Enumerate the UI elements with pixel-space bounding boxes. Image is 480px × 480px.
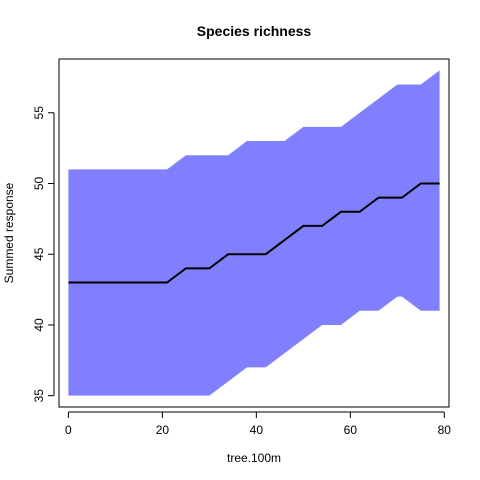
x-tick-label-40: 40 <box>250 423 264 437</box>
x-tick-label-60: 60 <box>344 423 358 437</box>
x-tick-label-80: 80 <box>438 423 452 437</box>
x-tick-label-20: 20 <box>156 423 170 437</box>
y-tick-label-50: 50 <box>32 176 46 190</box>
y-tick-label-55: 55 <box>32 106 46 120</box>
y-axis: 35 40 45 50 55 <box>32 106 54 403</box>
y-tick-label-40: 40 <box>32 318 46 332</box>
y-tick-label-35: 35 <box>32 389 46 403</box>
confidence-band <box>68 70 439 395</box>
x-axis-label: tree.100m <box>227 451 281 465</box>
chart-title: Species richness <box>197 23 312 39</box>
y-axis-label: Summed response <box>2 182 16 283</box>
y-tick-label-45: 45 <box>32 247 46 261</box>
plot-area <box>68 70 439 395</box>
x-tick-label-0: 0 <box>65 423 72 437</box>
x-axis: 0 20 40 60 80 <box>65 412 451 437</box>
